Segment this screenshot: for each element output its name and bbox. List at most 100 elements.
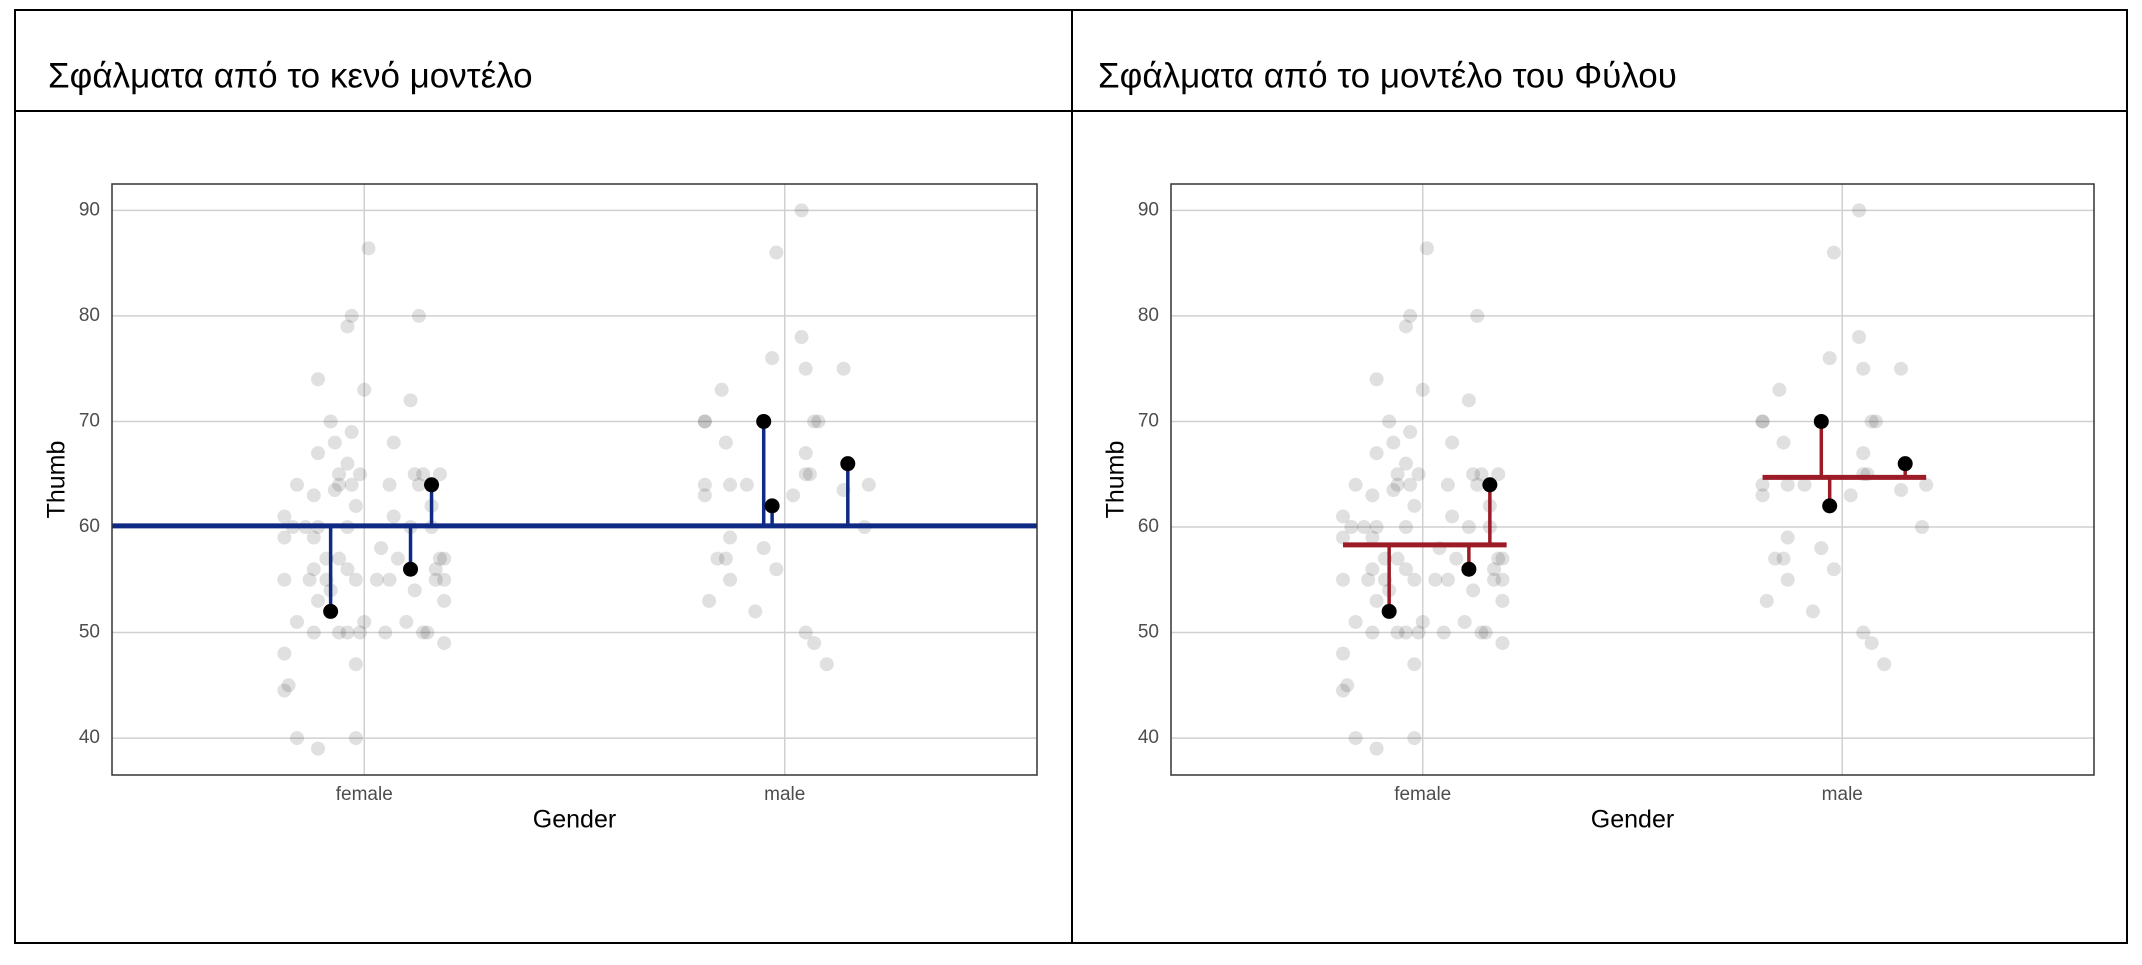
- data-point: [1403, 425, 1418, 440]
- data-point: [1390, 551, 1405, 566]
- data-point: [332, 551, 347, 566]
- data-point: [437, 572, 452, 587]
- highlight-point: [1813, 413, 1829, 429]
- data-point: [1780, 530, 1795, 545]
- data-point: [344, 477, 359, 492]
- data-point: [361, 241, 376, 256]
- highlight-point: [403, 561, 419, 577]
- data-point: [281, 678, 296, 693]
- y-axis-label: Thumb: [1102, 441, 1130, 519]
- data-point: [1461, 519, 1476, 534]
- data-point: [311, 741, 326, 756]
- highlight-point: [424, 477, 440, 493]
- data-point: [697, 414, 712, 429]
- data-point: [1398, 625, 1413, 640]
- data-point: [1826, 245, 1841, 260]
- data-point: [344, 308, 359, 323]
- data-point: [1365, 562, 1380, 577]
- data-point: [1336, 683, 1351, 698]
- data-point: [340, 456, 355, 471]
- data-point: [1919, 477, 1934, 492]
- data-point: [1407, 657, 1422, 672]
- data-point: [420, 625, 435, 640]
- data-point: [344, 425, 359, 440]
- data-point: [1466, 467, 1481, 482]
- y-tick-label: 90: [79, 199, 100, 220]
- data-point: [1361, 572, 1376, 587]
- data-point: [794, 330, 809, 345]
- data-point: [1365, 488, 1380, 503]
- data-point: [411, 477, 426, 492]
- data-point: [327, 483, 342, 498]
- data-point: [714, 382, 729, 397]
- data-point: [1336, 646, 1351, 661]
- highlight-point: [1822, 498, 1838, 514]
- data-point: [1466, 583, 1481, 598]
- data-point: [357, 382, 372, 397]
- data-point: [306, 488, 321, 503]
- data-point: [1340, 678, 1355, 693]
- x-axis-label: Gender: [533, 806, 616, 834]
- data-point: [1856, 446, 1871, 461]
- data-point: [437, 551, 452, 566]
- data-point: [277, 509, 292, 524]
- data-point: [1755, 414, 1770, 429]
- data-point: [428, 562, 443, 577]
- panel: Σφάλματα από το μοντέλο του Φύλου 40 50 60 7…: [1098, 56, 2095, 834]
- data-point: [386, 435, 401, 450]
- highlight-point: [756, 413, 772, 429]
- data-point: [1386, 435, 1401, 450]
- data-point: [1914, 519, 1929, 534]
- data-point: [811, 414, 826, 429]
- data-point: [378, 625, 393, 640]
- data-point: [369, 572, 384, 587]
- data-point: [311, 372, 326, 387]
- x-tick-label: female: [336, 784, 393, 805]
- data-point: [723, 477, 738, 492]
- data-point: [1805, 604, 1820, 619]
- x-tick-label: male: [1822, 784, 1863, 805]
- data-point: [1759, 593, 1774, 608]
- data-point: [1407, 572, 1422, 587]
- data-point: [1336, 509, 1351, 524]
- data-point: [416, 625, 431, 640]
- data-point: [277, 646, 292, 661]
- data-point: [1390, 467, 1405, 482]
- data-point: [1822, 351, 1837, 366]
- data-point: [1856, 361, 1871, 376]
- data-point: [340, 625, 355, 640]
- data-point: [1336, 530, 1351, 545]
- y-tick-label: 80: [1138, 305, 1159, 326]
- data-point: [311, 446, 326, 461]
- data-point: [290, 477, 304, 492]
- data-point: [302, 572, 317, 587]
- data-point: [1365, 530, 1380, 545]
- data-point: [1868, 414, 1883, 429]
- y-tick-label: 70: [79, 410, 100, 431]
- panel-title: Σφάλματα από το κενό μοντέλο: [48, 56, 533, 95]
- data-point: [1768, 551, 1783, 566]
- data-point: [1348, 614, 1363, 629]
- plot-border: [111, 183, 1038, 776]
- data-point: [1780, 572, 1795, 587]
- data-point: [348, 731, 363, 746]
- data-point: [357, 614, 372, 629]
- highlight-point: [764, 498, 780, 514]
- data-point: [407, 583, 422, 598]
- data-point: [1461, 393, 1476, 408]
- data-point: [1843, 488, 1858, 503]
- data-point: [348, 657, 363, 672]
- data-point: [1382, 414, 1397, 429]
- data-point: [807, 414, 822, 429]
- data-point: [1894, 361, 1909, 376]
- data-point: [1797, 477, 1812, 492]
- data-point: [1344, 519, 1359, 534]
- highlight-point: [1461, 561, 1477, 577]
- x-tick-label: female: [1394, 784, 1451, 805]
- data-point: [765, 351, 780, 366]
- highlight-point: [840, 456, 856, 472]
- data-point: [1369, 593, 1384, 608]
- data-point: [1440, 572, 1455, 587]
- data-point: [1445, 435, 1460, 450]
- data-point: [1894, 483, 1909, 498]
